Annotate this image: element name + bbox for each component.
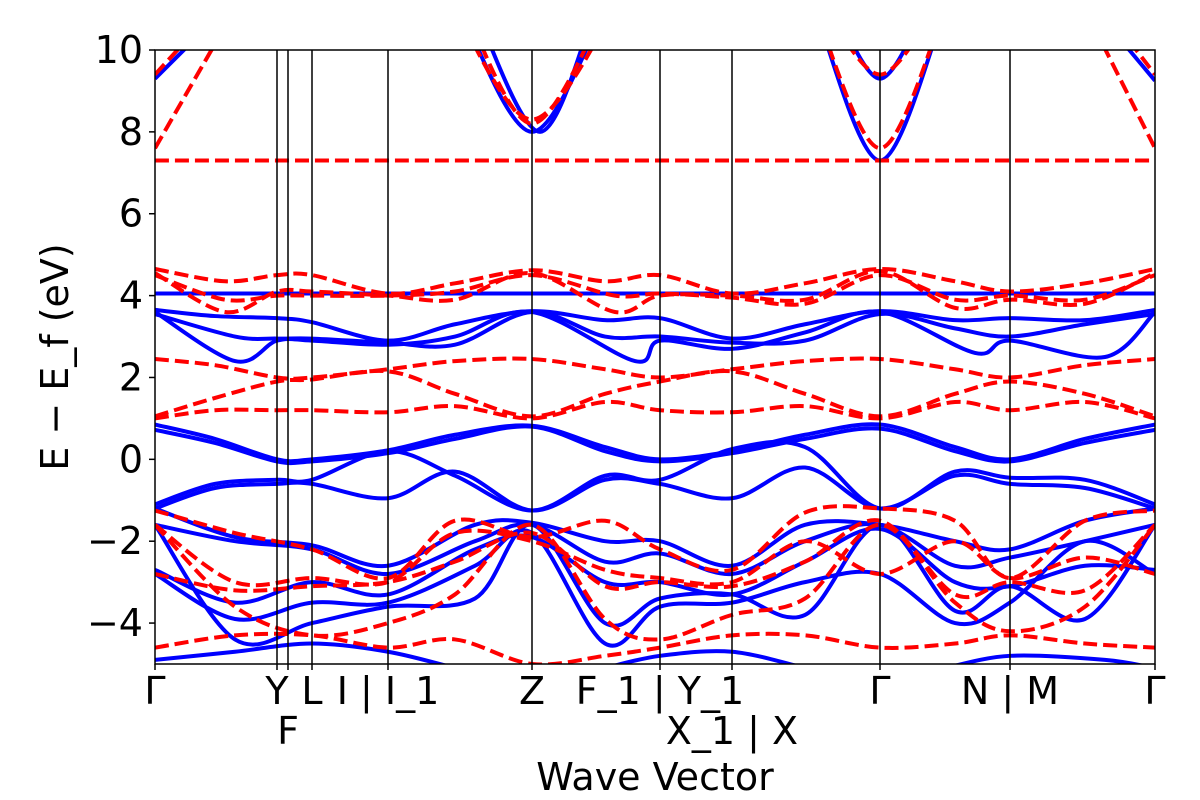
x-tick-label: F xyxy=(277,709,299,753)
y-axis-ticks: −4 −2 0 2 4 6 8 10 xyxy=(87,28,155,645)
blue-solid-band-12 xyxy=(155,439,1155,513)
x-axis-ticks: Γ YFL I | I_1 Z F_1 | Y_1X_1 | X Γ N | M Γ xyxy=(144,664,1166,754)
y-tick-label: 0 xyxy=(119,437,143,481)
high-symmetry-lines xyxy=(276,50,1011,664)
x-tick-label: Γ xyxy=(1144,669,1165,713)
plot-frame xyxy=(154,49,1156,665)
blue-solid-band-9 xyxy=(155,309,1155,349)
red-dashed-band-9 xyxy=(155,266,1155,296)
red-dashed-band-14 xyxy=(155,399,1155,421)
x-tick-label: Y xyxy=(264,669,289,713)
x-tick-label: X_1 | X xyxy=(666,709,798,754)
red-dashed-band-12 xyxy=(155,356,1155,381)
blue-solid-band-21 xyxy=(953,653,1145,664)
x-tick-label: Γ xyxy=(869,669,890,713)
x-tick-label: F_1 | Y_1 xyxy=(576,669,744,714)
x-axis-label: Wave Vector xyxy=(536,755,774,799)
blue-solid-band-13 xyxy=(155,465,1155,513)
red-dashed-band-13 xyxy=(155,368,1155,419)
y-tick-label: 8 xyxy=(119,110,143,154)
red-dashed-band-7 xyxy=(1103,50,1155,150)
red-dashed-band-17 xyxy=(155,518,1155,600)
x-tick-label: I | I_1 xyxy=(337,669,440,714)
y-tick-label: 2 xyxy=(119,355,143,399)
blue-solid-band-1 xyxy=(155,50,187,81)
red-dashed-band-1 xyxy=(155,50,181,76)
y-tick-label: −2 xyxy=(87,519,143,563)
blue-solid-band-7 xyxy=(155,307,1155,343)
y-axis-label: E − E_f (eV) xyxy=(33,243,77,471)
blue-solid-band-17 xyxy=(155,528,1155,648)
blue-solid-band-10 xyxy=(155,422,1155,464)
x-tick-label: Γ xyxy=(144,669,165,713)
y-tick-label: 4 xyxy=(119,274,143,318)
red-dashed-band-11 xyxy=(155,273,1155,307)
bands-layer xyxy=(155,50,1155,664)
x-tick-label: N | M xyxy=(961,669,1059,714)
x-tick-label: Z xyxy=(519,669,545,713)
y-tick-label: −4 xyxy=(87,601,143,645)
red-dashed-band-10 xyxy=(155,269,1155,315)
red-dashed-band-2 xyxy=(155,50,214,150)
y-tick-label: 6 xyxy=(119,192,143,236)
blue-solid-band-6 xyxy=(1126,50,1155,82)
blue-solid-band-20 xyxy=(613,649,798,664)
blue-solid-band-11 xyxy=(155,424,1155,466)
red-dashed-band-4 xyxy=(474,50,594,122)
y-tick-label: 10 xyxy=(95,28,143,72)
blue-solid-band-3 xyxy=(490,50,584,134)
x-tick-label: L xyxy=(301,669,322,713)
